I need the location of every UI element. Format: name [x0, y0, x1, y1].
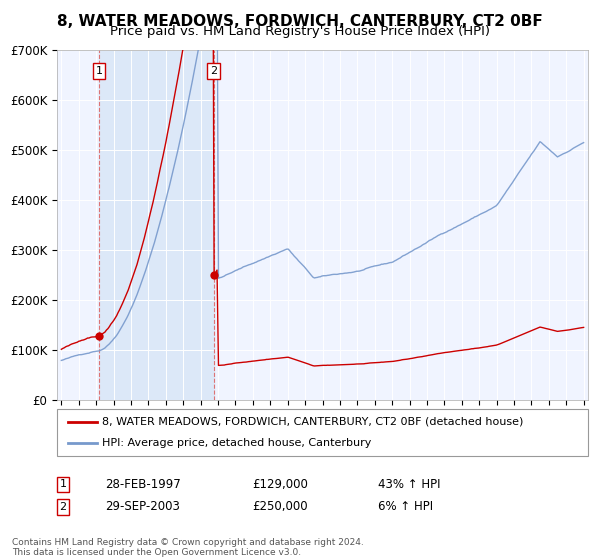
- Bar: [99, 50, 214, 400]
- Text: 8, WATER MEADOWS, FORDWICH, CANTERBURY, CT2 0BF: 8, WATER MEADOWS, FORDWICH, CANTERBURY, …: [57, 14, 543, 29]
- Text: 1: 1: [95, 66, 103, 76]
- Text: £250,000: £250,000: [252, 500, 308, 514]
- Text: 2: 2: [59, 502, 67, 512]
- Text: Contains HM Land Registry data © Crown copyright and database right 2024.
This d: Contains HM Land Registry data © Crown c…: [12, 538, 364, 557]
- Text: 1: 1: [59, 479, 67, 489]
- Text: 6% ↑ HPI: 6% ↑ HPI: [378, 500, 433, 514]
- Text: 2: 2: [210, 66, 217, 76]
- Text: 43% ↑ HPI: 43% ↑ HPI: [378, 478, 440, 491]
- Text: £129,000: £129,000: [252, 478, 308, 491]
- Text: 29-SEP-2003: 29-SEP-2003: [105, 500, 180, 514]
- Text: 8, WATER MEADOWS, FORDWICH, CANTERBURY, CT2 0BF (detached house): 8, WATER MEADOWS, FORDWICH, CANTERBURY, …: [102, 417, 524, 427]
- Text: HPI: Average price, detached house, Canterbury: HPI: Average price, detached house, Cant…: [102, 438, 371, 448]
- FancyBboxPatch shape: [57, 409, 588, 456]
- Text: Price paid vs. HM Land Registry's House Price Index (HPI): Price paid vs. HM Land Registry's House …: [110, 25, 490, 38]
- Text: 28-FEB-1997: 28-FEB-1997: [105, 478, 181, 491]
